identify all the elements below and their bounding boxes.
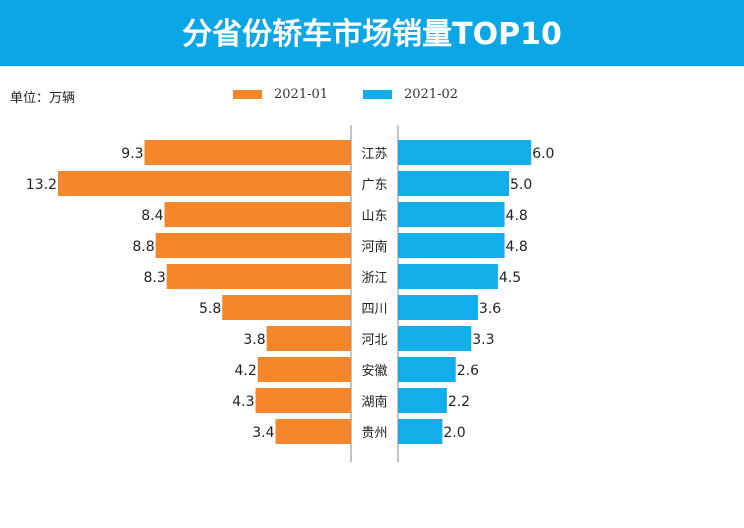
bar-2021-02 xyxy=(398,202,505,227)
category-label: 四川 xyxy=(361,302,387,317)
legend-item-2021-02: 2021-02 xyxy=(363,87,458,102)
bar-2021-02 xyxy=(398,171,509,196)
bar-2021-01 xyxy=(164,202,351,227)
data-label-2021-02: 2.6 xyxy=(457,363,479,379)
legend-label: 2021-02 xyxy=(404,87,459,102)
data-label-2021-02: 2.2 xyxy=(448,394,470,410)
data-label-2021-01: 4.3 xyxy=(232,394,254,410)
data-label-2021-02: 4.8 xyxy=(506,239,528,255)
legend-label: 2021-01 xyxy=(274,87,329,102)
bar-2021-02 xyxy=(398,295,478,320)
data-label-2021-01: 3.8 xyxy=(243,332,265,348)
bar-2021-02 xyxy=(398,264,498,289)
data-label-2021-01: 5.8 xyxy=(199,301,221,317)
data-label-2021-02: 3.6 xyxy=(479,301,501,317)
bar-2021-01 xyxy=(255,388,351,413)
data-label-2021-02: 6.0 xyxy=(532,146,554,162)
category-label: 河北 xyxy=(361,333,387,348)
bar-2021-01 xyxy=(155,233,351,258)
data-label-2021-02: 5.0 xyxy=(510,177,532,193)
bar-2021-02 xyxy=(398,326,472,351)
data-label-2021-01: 8.3 xyxy=(143,270,165,286)
category-label: 湖南 xyxy=(361,394,387,410)
data-label-2021-02: 4.5 xyxy=(499,270,521,286)
data-label-2021-02: 2.0 xyxy=(443,425,465,441)
category-label: 浙江 xyxy=(361,271,387,286)
chart-title: 分省份轿车市场销量TOP10 xyxy=(0,0,744,66)
bar-2021-02 xyxy=(398,419,443,444)
bar-2021-02 xyxy=(398,388,447,413)
data-label-2021-01: 8.4 xyxy=(141,208,163,224)
bar-2021-01 xyxy=(257,357,351,382)
bar-2021-02 xyxy=(398,357,456,382)
data-label-2021-01: 13.2 xyxy=(26,177,57,193)
bar-2021-01 xyxy=(57,171,352,196)
bar-2021-02 xyxy=(398,233,505,258)
data-label-2021-02: 4.8 xyxy=(506,208,528,224)
data-label-2021-01: 4.2 xyxy=(234,363,256,379)
legend-swatch xyxy=(363,90,392,99)
category-label: 山东 xyxy=(361,209,387,224)
legend-item-2021-01: 2021-01 xyxy=(233,87,328,102)
category-label: 广东 xyxy=(361,178,387,193)
data-label-2021-01: 8.8 xyxy=(132,239,154,255)
bar-2021-01 xyxy=(266,326,351,351)
category-label: 河南 xyxy=(361,239,387,255)
category-label: 贵州 xyxy=(361,426,387,441)
category-label: 江苏 xyxy=(361,146,387,162)
bar-2021-01 xyxy=(144,140,351,165)
bar-2021-01 xyxy=(275,419,351,444)
bar-2021-01 xyxy=(166,264,351,289)
data-label-2021-01: 3.4 xyxy=(252,425,274,441)
unit-label: 单位：万辆 xyxy=(10,91,76,106)
legend-swatch xyxy=(233,90,262,99)
bar-2021-01 xyxy=(222,295,351,320)
data-label-2021-02: 3.3 xyxy=(472,332,494,348)
data-label-2021-01: 9.3 xyxy=(121,146,143,162)
category-label: 安徽 xyxy=(361,364,387,379)
bar-2021-02 xyxy=(398,140,532,165)
